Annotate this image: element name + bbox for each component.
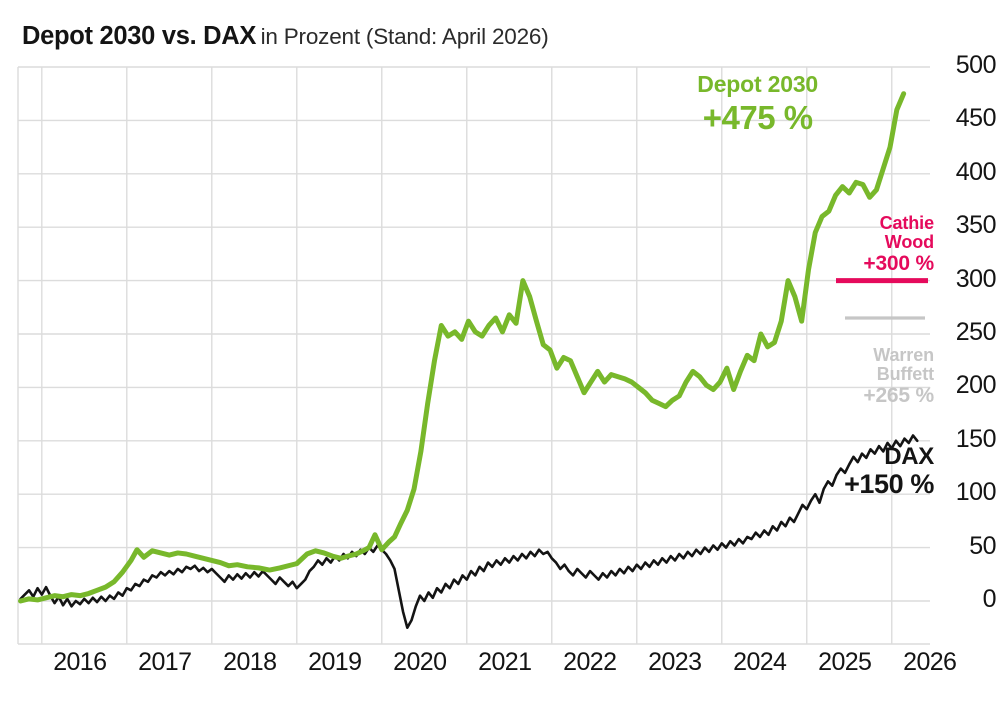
annotation-dax-name: DAX — [884, 443, 934, 470]
x-axis-tick-label: 2016 — [53, 648, 107, 676]
y-axis-labels: 0 50 100 150 200 250 300 350 400 450 500 — [934, 0, 998, 710]
annotation-cathie-name-line1: Cathie — [879, 213, 935, 233]
y-axis-tick-label: 500 — [955, 51, 997, 79]
y-axis-tick-label: 250 — [955, 318, 997, 346]
x-axis-tick-label: 2018 — [223, 648, 277, 676]
x-axis-tick-label: 2023 — [648, 648, 702, 676]
y-axis-tick-label: 150 — [955, 424, 997, 453]
annotation-depot-2030: Depot 2030 +475 % — [697, 72, 818, 136]
annotation-depot-value: +475 % — [702, 98, 813, 136]
annotation-dax: DAX +150 % — [844, 444, 934, 499]
annotation-warren-buffett: Warren Buffett +265 % — [863, 345, 934, 408]
title-subtitle: in Prozent (Stand: April 2026) — [260, 24, 549, 49]
x-axis-tick-label: 2017 — [138, 648, 192, 676]
annotation-depot-name: Depot 2030 — [697, 71, 818, 97]
reference-lines — [836, 278, 928, 320]
series-line-depot-2030 — [18, 91, 907, 604]
gridlines — [17, 66, 930, 645]
page-title: Depot 2030 vs. DAX in Prozent (Stand: Ap… — [22, 22, 549, 51]
annotation-buffett-name-line2: Buffett — [876, 364, 934, 385]
annotation-buffett-value: +265 % — [863, 384, 934, 408]
y-axis-tick-label: 400 — [955, 157, 997, 186]
x-axis-tick-label: 2024 — [733, 648, 787, 676]
annotation-dax-value: +150 % — [844, 469, 934, 500]
x-axis-tick-label: 2026 — [903, 648, 957, 676]
series-line-dax — [19, 434, 919, 629]
x-axis-labels: 2016 2017 2018 2019 2020 2021 2022 2023 2024 2025… — [0, 648, 1000, 690]
x-axis-tick-label: 2022 — [563, 648, 617, 676]
x-axis-tick-label: 2020 — [393, 648, 447, 676]
annotation-cathie-value: +300 % — [863, 252, 934, 276]
annotation-cathie-wood: Cathie Wood +300 % — [863, 213, 935, 276]
y-axis-tick-label: 50 — [969, 531, 996, 560]
y-axis-tick-label: 0 — [982, 585, 997, 613]
x-axis-tick-label: 2025 — [818, 648, 872, 676]
y-axis-tick-label: 350 — [955, 211, 997, 240]
x-axis-tick-label: 2019 — [308, 648, 362, 676]
y-axis-tick-label: 100 — [955, 478, 997, 507]
annotation-buffett-name-line1: Warren — [873, 345, 934, 365]
title-main: Depot 2030 vs. DAX — [22, 22, 257, 50]
y-axis-tick-label: 300 — [955, 264, 997, 293]
x-axis-tick-label: 2021 — [478, 648, 532, 676]
annotation-cathie-name-line2: Wood — [884, 232, 934, 253]
y-axis-tick-label: 200 — [955, 371, 997, 400]
y-axis-tick-label: 450 — [955, 104, 997, 133]
